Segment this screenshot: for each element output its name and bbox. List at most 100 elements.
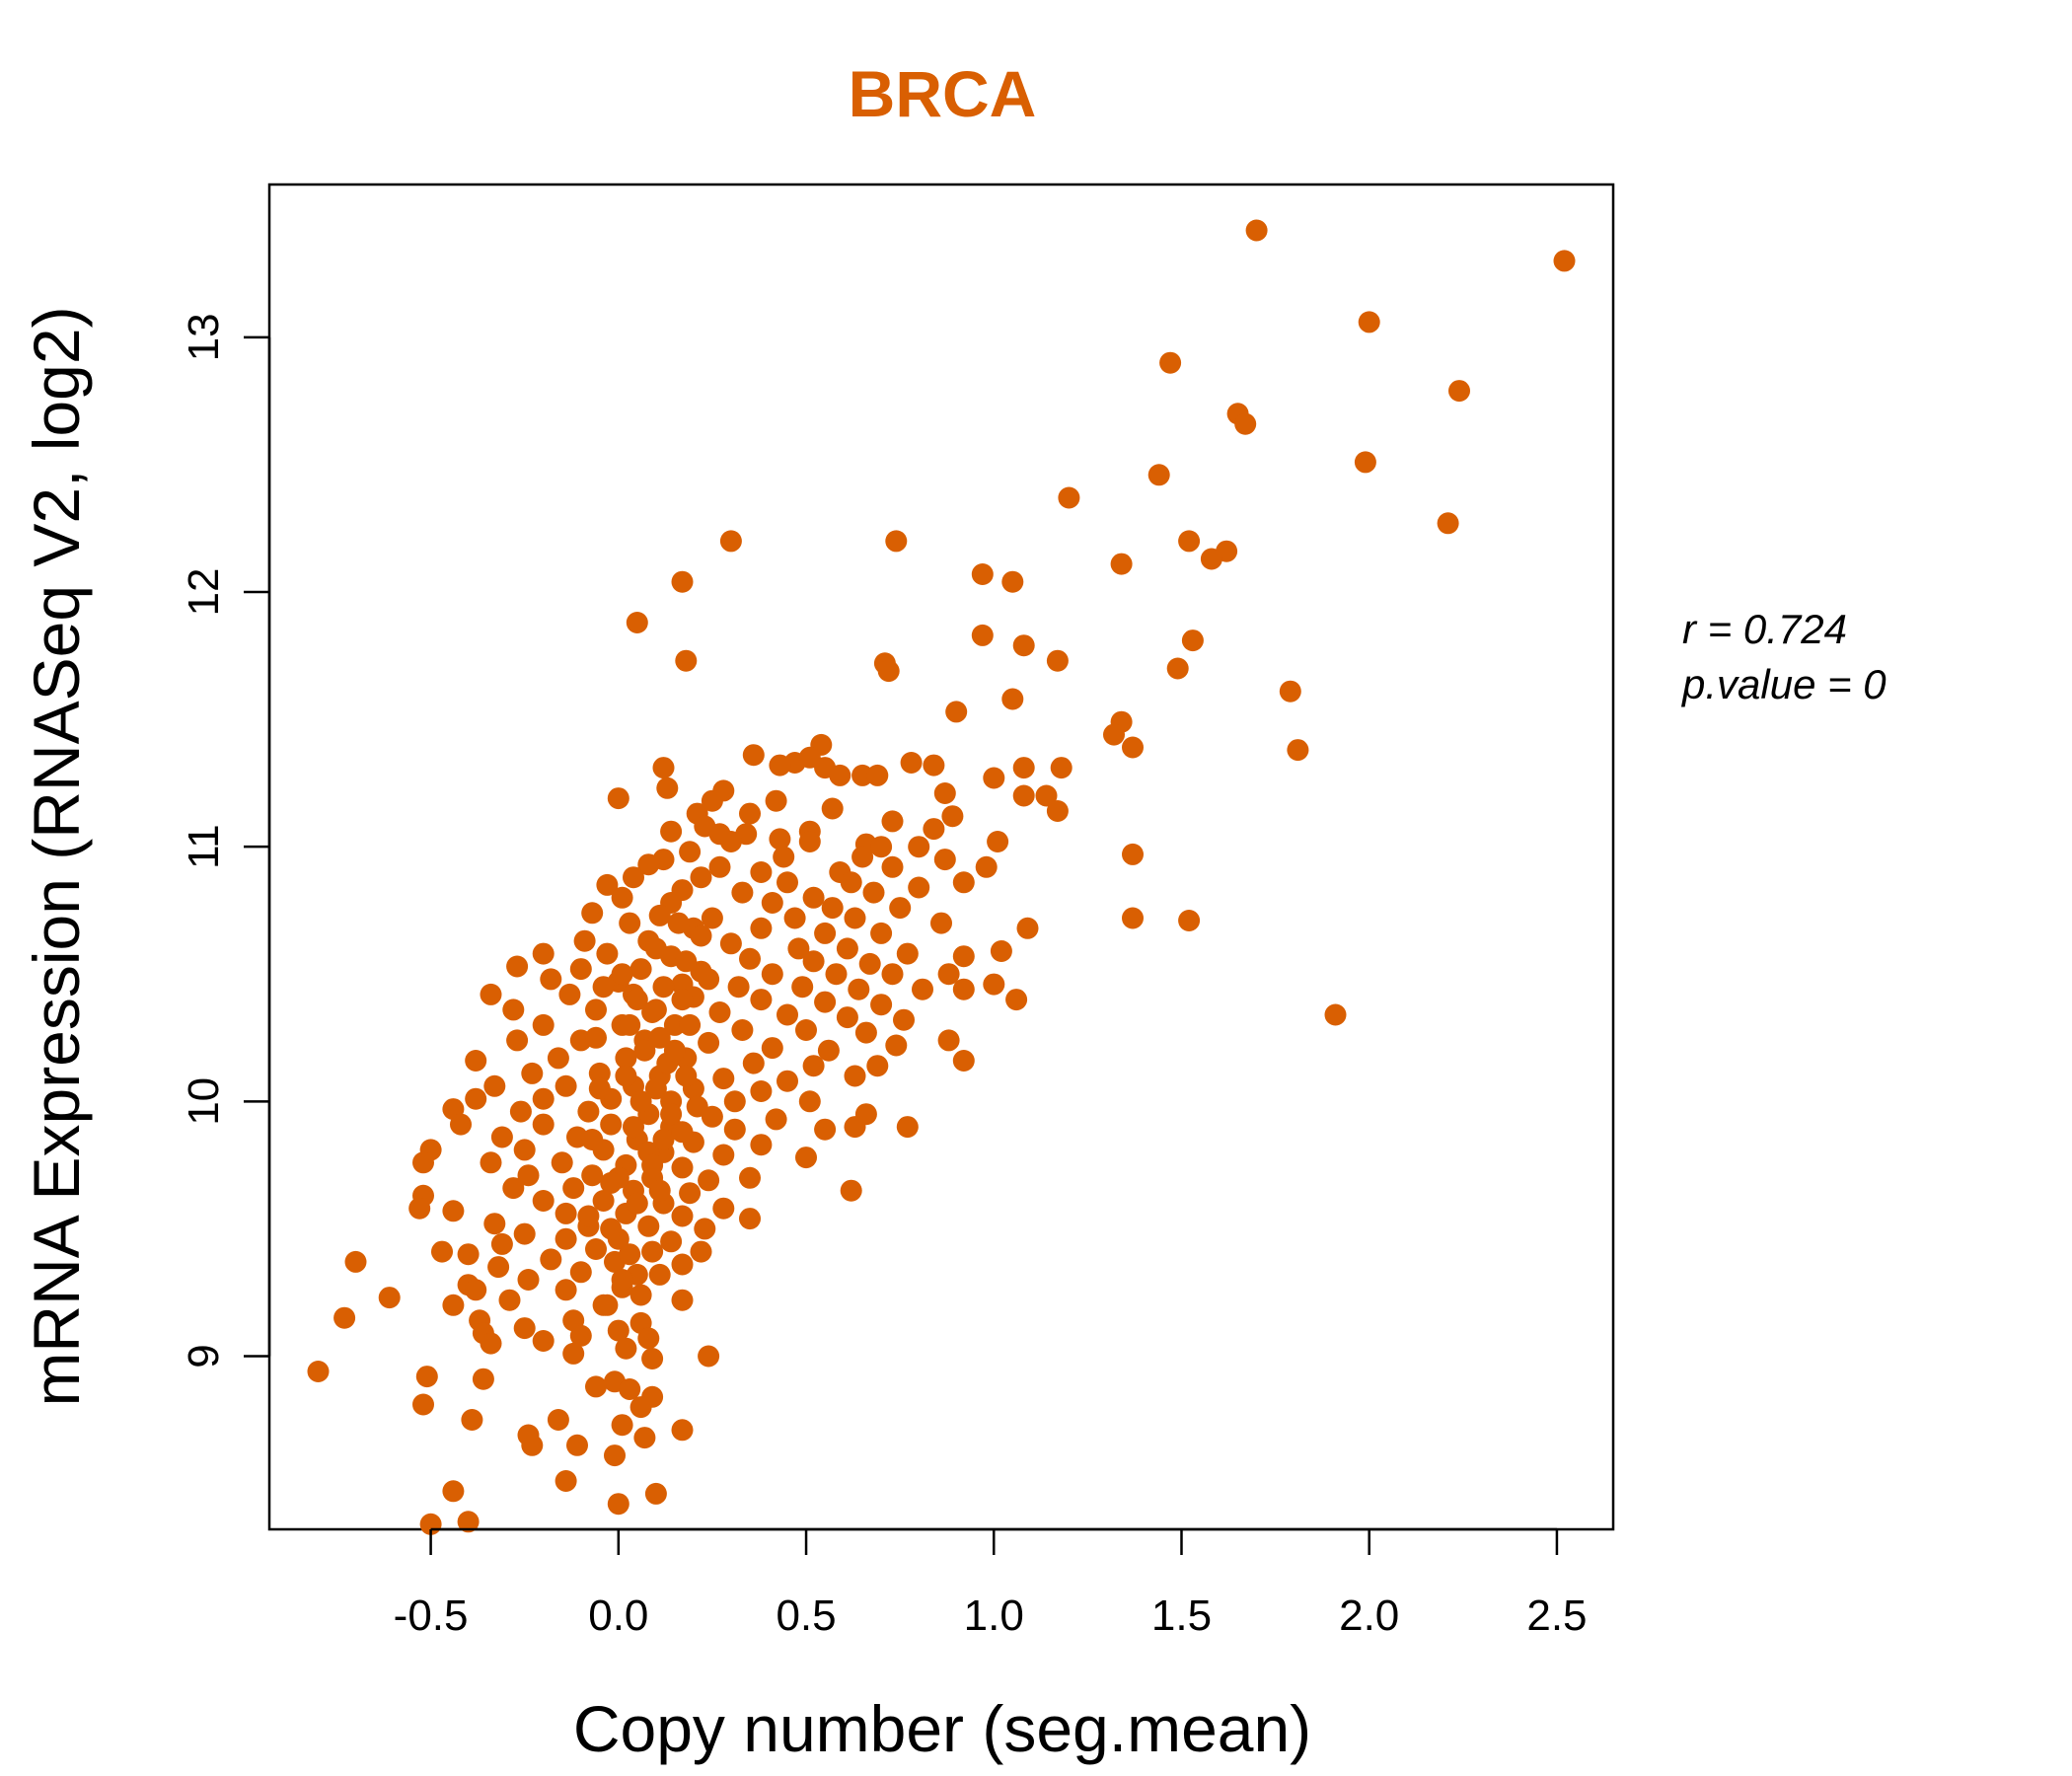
data-point xyxy=(1122,907,1144,929)
data-point xyxy=(461,1409,483,1431)
data-point xyxy=(885,530,908,553)
data-point xyxy=(945,701,968,723)
data-point xyxy=(802,950,825,973)
data-point xyxy=(555,1074,577,1097)
data-point xyxy=(675,950,698,973)
data-point xyxy=(990,940,1012,962)
data-point xyxy=(1012,784,1035,807)
data-point xyxy=(1234,412,1257,435)
data-point xyxy=(671,1419,694,1442)
data-point xyxy=(881,855,904,878)
data-point xyxy=(983,973,1005,996)
data-point xyxy=(480,1151,502,1174)
data-point xyxy=(483,1074,506,1097)
data-point xyxy=(637,1327,660,1350)
data-point xyxy=(588,1077,611,1100)
data-point xyxy=(908,836,930,858)
data-point xyxy=(769,754,791,777)
data-point xyxy=(457,1511,480,1533)
y-tick-label: 9 xyxy=(180,1344,228,1368)
data-point xyxy=(490,1126,513,1148)
data-point xyxy=(817,1039,840,1062)
data-point xyxy=(450,1113,472,1136)
data-point xyxy=(679,1182,702,1205)
y-tick-label: 10 xyxy=(180,1077,228,1126)
data-point xyxy=(708,855,731,878)
data-point xyxy=(573,929,596,952)
data-point xyxy=(555,1227,577,1250)
data-point xyxy=(952,978,975,1000)
data-point xyxy=(442,1200,465,1222)
data-point xyxy=(798,831,821,852)
data-point xyxy=(802,886,825,909)
data-point xyxy=(660,820,683,843)
data-point xyxy=(626,612,648,633)
data-point xyxy=(723,1090,746,1113)
data-point xyxy=(971,563,994,585)
data-point xyxy=(798,1090,821,1113)
data-point xyxy=(866,764,889,786)
data-point xyxy=(307,1361,330,1382)
data-point xyxy=(588,1062,611,1084)
data-point xyxy=(506,1029,529,1052)
data-point xyxy=(698,1031,720,1054)
data-point xyxy=(633,1427,656,1449)
x-tick-label: 2.5 xyxy=(1526,1591,1587,1640)
data-point xyxy=(431,1240,453,1263)
data-point xyxy=(698,968,720,991)
data-point xyxy=(344,1250,367,1273)
data-point xyxy=(750,861,773,883)
data-point xyxy=(660,1103,683,1126)
data-point xyxy=(983,767,1005,789)
data-point xyxy=(761,1037,783,1060)
data-point xyxy=(1448,380,1470,403)
data-point xyxy=(629,958,652,981)
data-point xyxy=(577,1100,600,1123)
stat-r-label: r = 0.724 xyxy=(1682,606,1847,652)
data-point xyxy=(896,942,919,965)
data-point xyxy=(562,1342,585,1365)
data-point xyxy=(750,1134,773,1156)
data-point xyxy=(1005,989,1028,1011)
stat-p-label: p.value = 0 xyxy=(1680,661,1887,707)
data-point xyxy=(600,1171,623,1194)
data-point xyxy=(701,789,723,812)
x-axis-label: Copy number (seg.mean) xyxy=(573,1692,1311,1765)
data-point xyxy=(607,787,629,810)
chart-title: BRCA xyxy=(849,57,1037,130)
data-point xyxy=(1001,688,1024,710)
data-point xyxy=(487,1256,510,1279)
data-point xyxy=(577,1205,600,1227)
x-tick-label: 0.5 xyxy=(776,1591,836,1640)
data-point xyxy=(648,1026,671,1049)
data-point xyxy=(581,1129,604,1150)
data-point xyxy=(641,1348,664,1369)
data-point xyxy=(698,1345,720,1368)
data-point xyxy=(581,1164,604,1187)
data-point xyxy=(701,907,723,929)
data-point xyxy=(442,1480,465,1503)
data-point xyxy=(611,1414,633,1437)
data-point xyxy=(881,963,904,986)
data-point xyxy=(679,1013,702,1036)
data-point xyxy=(844,907,866,929)
data-point xyxy=(1358,311,1380,333)
data-point xyxy=(1178,530,1201,553)
data-point xyxy=(761,963,783,986)
data-point xyxy=(719,831,742,852)
data-point xyxy=(611,1269,633,1291)
data-point xyxy=(1200,548,1222,570)
data-point xyxy=(412,1151,434,1174)
data-point xyxy=(765,789,787,812)
data-point xyxy=(769,828,791,851)
data-point xyxy=(607,1493,629,1516)
data-point xyxy=(866,1055,889,1077)
data-point xyxy=(1437,512,1459,535)
data-point xyxy=(663,1013,686,1036)
data-point xyxy=(648,1263,671,1286)
x-tick-label: -0.5 xyxy=(394,1591,469,1640)
data-point xyxy=(1324,1003,1347,1026)
data-point xyxy=(1181,629,1204,652)
data-point xyxy=(870,922,893,944)
data-point xyxy=(626,989,648,1011)
